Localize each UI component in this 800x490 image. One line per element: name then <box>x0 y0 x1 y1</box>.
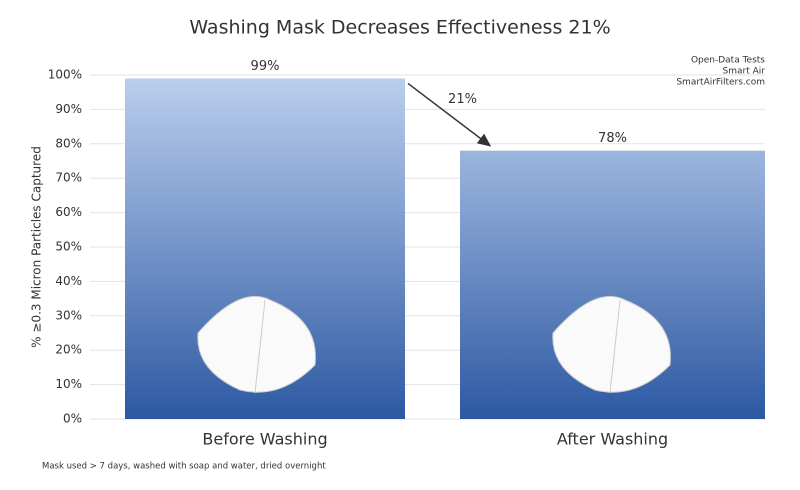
y-tick-label: 20% <box>55 343 82 357</box>
y-tick-label: 30% <box>55 308 82 322</box>
mask-illustration <box>552 296 671 393</box>
mask-illustration <box>197 296 316 393</box>
footnote: Mask used > 7 days, washed with soap and… <box>42 462 326 472</box>
y-tick-label: 0% <box>63 412 82 426</box>
plot-area: 0% 10% 20% 30% 40% 50% 60% 70% 80% 90% 100% 99% Befo… <box>48 59 765 449</box>
change-annotation: 21% <box>448 92 477 107</box>
source: Open-Data Tests <box>691 56 765 66</box>
source: SmartAirFilters.com <box>676 78 765 88</box>
source: Smart Air <box>723 67 766 77</box>
y-tick-label: 100% <box>48 68 82 82</box>
y-tick-label: 10% <box>55 377 82 391</box>
y-tick-label: 80% <box>55 136 82 150</box>
y-tick-label: 60% <box>55 205 82 219</box>
mask-fold <box>609 299 621 394</box>
x-tick-label: Before Washing <box>202 430 327 449</box>
x-tick-label: After Washing <box>557 430 668 449</box>
y-tick-label: 50% <box>55 240 82 254</box>
change-arrow <box>407 82 492 147</box>
value-label: 99% <box>251 59 280 74</box>
y-tick-label: 40% <box>55 274 82 288</box>
value-label: 78% <box>598 131 627 146</box>
y-tick-label: 90% <box>55 102 82 116</box>
y-tick-label: 70% <box>55 171 82 185</box>
chart-title: Washing Mask Decreases Effectiveness 21% <box>189 17 610 39</box>
mask-fold <box>254 299 266 394</box>
y-axis-label: % ≥0.3 Micron Particles Captured <box>30 146 44 348</box>
